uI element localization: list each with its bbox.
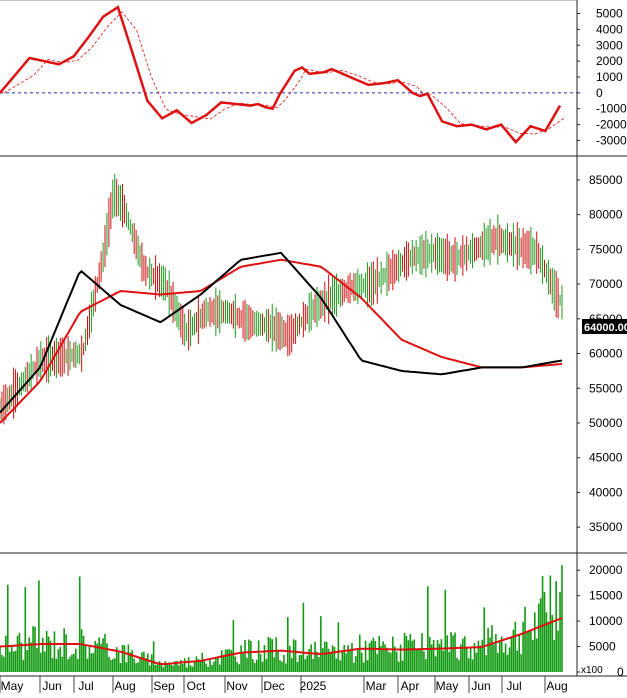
volume-tick-label: 15000 [589,589,623,603]
fast-moving-average-line [0,251,563,414]
month-label: Jun [42,679,61,693]
oscillator-tick-label: -3000 [596,133,627,147]
price-tick-label: 40000 [589,485,623,499]
price-tick-label: 60000 [589,347,623,361]
price-tick-label: 45000 [589,451,623,465]
price-tick-label: 35000 [589,520,623,534]
month-label: May [436,679,459,693]
price-y-axis: 8500080000750007000065000600005500050000… [577,173,623,534]
volume-y-axis: 20000 15000 10000 50000 [577,563,624,679]
price-tick-label: 75000 [589,242,623,256]
oscillator-signal-line [3,11,565,135]
last-price-badge-bg [582,319,627,334]
month-label: Mar [366,679,387,693]
month-label: Jul [78,679,93,693]
oscillator-tick-label: 0 [596,86,603,100]
oscillator-tick-label: 4000 [596,22,623,36]
volume-unit-label: x100 [581,665,603,676]
month-label: Aug [114,679,135,693]
oscillator-line [0,5,562,144]
volume-tick-label: 0 [617,665,624,679]
last-price-label: 64000.00 [584,322,627,334]
volume-tick-label: 5000 [589,640,616,654]
month-label: Nov [226,679,247,693]
month-label: Aug [546,679,567,693]
month-label: 2025 [300,679,327,693]
month-axis: May Jun Jul Aug Sep Oct Nov Dec 2025 Mar Apr May Jun… [0,676,568,693]
oscillator-tick-label: 5000 [596,7,623,21]
price-tick-label: 55000 [589,381,623,395]
slow-moving-average-line [0,258,563,424]
volume-tick-label: 20000 [589,563,623,577]
month-label: Jul [506,679,521,693]
month-label: Sep [153,679,175,693]
price-tick-label: 50000 [589,416,623,430]
month-label: Jun [471,679,490,693]
volume-average-line [0,617,563,666]
price-bars [0,174,563,425]
volume-average-line [0,617,563,666]
volume-bars [0,565,563,672]
moving-average-lines [0,251,563,424]
oscillator-plot [0,5,577,144]
oscillator-tick-label: -1000 [596,102,627,116]
oscillator-tick-label: 1000 [596,70,623,84]
month-label: May [1,679,24,693]
volume-tick-label: 10000 [589,614,623,628]
price-tick-label: 80000 [589,208,623,222]
oscillator-tick-label: -2000 [596,118,627,132]
oscillator-tick-label: 3000 [596,38,623,52]
price-tick-label: 70000 [589,277,623,291]
month-label: Dec [263,679,284,693]
month-label: Oct [187,679,206,693]
last-price-badge: 64000.00 [582,319,627,334]
oscillator-tick-label: 2000 [596,54,623,68]
price-tick-label: 85000 [589,173,623,187]
month-label: Apr [401,679,420,693]
